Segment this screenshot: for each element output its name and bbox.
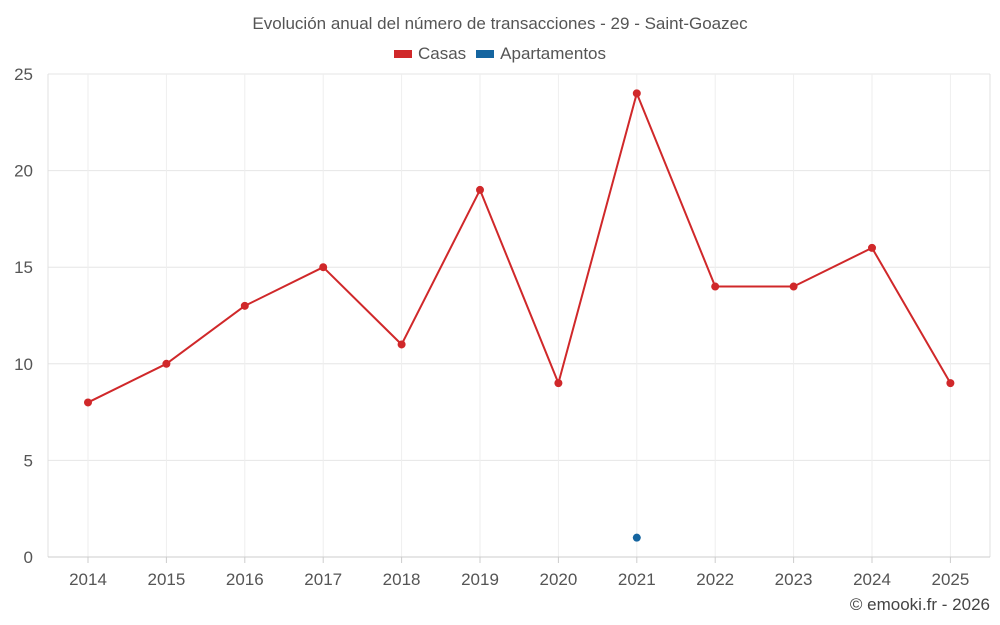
data-point-casas [868, 243, 876, 252]
legend-swatch-apartamentos [476, 50, 495, 58]
x-tick-label: 2025 [931, 570, 969, 589]
credit-text: © emooki.fr - 2026 [849, 595, 990, 614]
data-point-casas [946, 379, 955, 388]
data-point-casas [397, 340, 406, 349]
data-point-casas [319, 263, 328, 272]
y-tick-label: 0 [24, 548, 33, 567]
x-tick-label: 2017 [304, 570, 342, 589]
x-tick-label: 2015 [147, 570, 185, 589]
chart-title: Evolución anual del número de transaccio… [252, 14, 748, 33]
x-tick-label: 2018 [383, 570, 421, 589]
data-point-casas [711, 282, 720, 291]
data-point-casas [632, 89, 641, 98]
x-tick-label: 2021 [618, 570, 656, 589]
y-tick-label: 25 [14, 65, 33, 84]
x-tick-label: 2023 [775, 570, 813, 589]
legend-swatch-casas [393, 50, 412, 58]
data-point-casas [84, 398, 92, 407]
legend: Casas Apartamentos [0, 44, 1000, 64]
x-tick-label: 2014 [69, 570, 107, 589]
x-tick-label: 2022 [696, 570, 734, 589]
legend-label-casas: Casas [417, 44, 467, 63]
y-tick-label: 10 [14, 355, 33, 374]
data-point-casas [476, 185, 484, 194]
series-line-casas [87, 92, 952, 404]
legend-label-apartamentos: Apartamentos [500, 44, 607, 63]
data-point-casas [162, 359, 171, 368]
x-tick-label: 2016 [226, 570, 264, 589]
data-point-apartamentos [632, 533, 641, 542]
y-tick-label: 5 [24, 451, 33, 470]
x-tick-label: 2019 [461, 570, 499, 589]
y-tick-label: 20 [14, 162, 33, 181]
legend-item-casas[interactable]: Casas [393, 44, 467, 64]
data-point-casas [554, 379, 563, 388]
legend-item-apartamentos[interactable]: Apartamentos [476, 44, 606, 64]
data-point-casas [789, 282, 798, 291]
data-point-casas [240, 301, 249, 310]
y-tick-label: 15 [14, 258, 33, 277]
x-tick-label: 2024 [853, 570, 891, 589]
x-tick-label: 2020 [539, 570, 577, 589]
